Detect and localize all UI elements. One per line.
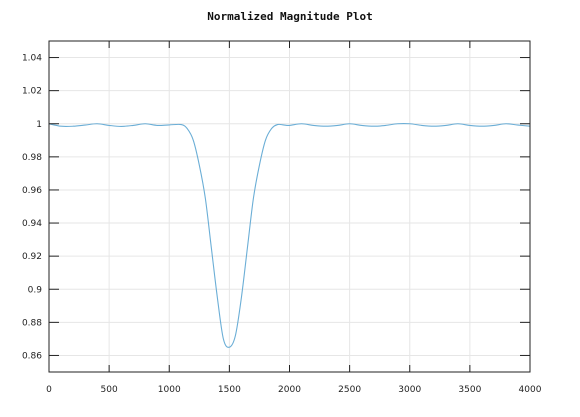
grid-layer	[49, 41, 530, 372]
y-tick-label: 1.02	[22, 87, 42, 97]
y-tick-label: 1.04	[22, 54, 42, 64]
tick-label-layer: 0 500 1000 1500 2000 2500 3000 3500 4000 0.86 0.88…	[22, 54, 542, 395]
y-tick-label: 0.88	[22, 318, 42, 328]
y-tick-label: 0.94	[22, 219, 42, 229]
x-tick-label: 1000	[158, 385, 181, 395]
x-tick-label: 500	[101, 385, 118, 395]
y-tick-label: 0.92	[22, 252, 42, 262]
y-tick-label: 0.86	[22, 351, 42, 361]
y-tick-label: 0.96	[22, 186, 42, 196]
x-tick-label: 2000	[278, 385, 301, 395]
x-tick-label: 4000	[519, 385, 542, 395]
chart-title: Normalized Magnitude Plot	[207, 10, 373, 23]
x-tick-label: 2500	[338, 385, 361, 395]
x-tick-label: 3000	[398, 385, 421, 395]
x-tick-label: 1500	[218, 385, 241, 395]
y-tick-label: 0.98	[22, 153, 42, 163]
x-tick-label: 0	[46, 385, 52, 395]
x-tick-label: 3500	[458, 385, 481, 395]
y-tick-label: 1	[36, 120, 42, 130]
y-tick-label: 0.9	[28, 285, 43, 295]
